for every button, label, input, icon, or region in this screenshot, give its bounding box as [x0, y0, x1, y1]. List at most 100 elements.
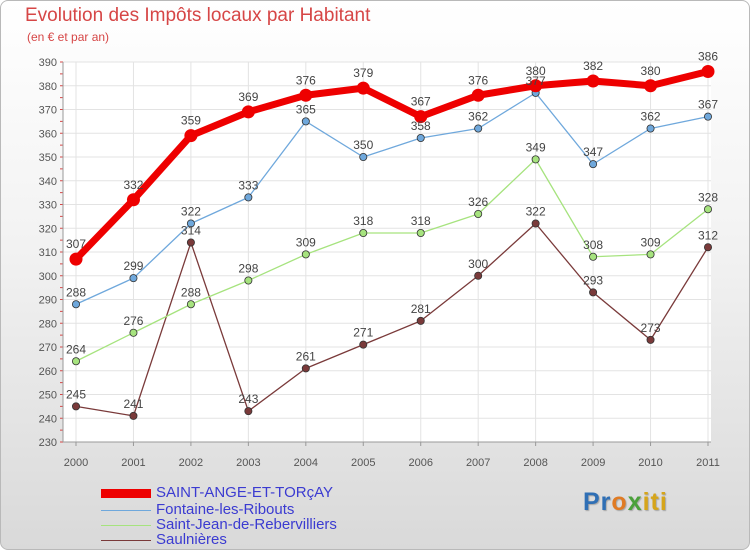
series-line-2: [75, 92, 709, 305]
data-label: 367: [698, 98, 718, 112]
data-label: 281: [411, 302, 431, 316]
data-label: 312: [698, 228, 718, 242]
data-point: [704, 243, 713, 252]
data-label: 243: [238, 392, 258, 406]
data-point: [129, 274, 138, 283]
data-label: 298: [238, 262, 258, 276]
data-point: [129, 411, 138, 420]
data-point: [72, 357, 81, 366]
x-tick-label: 2006: [408, 457, 432, 469]
data-point: [704, 112, 713, 121]
data-point: [184, 129, 198, 143]
data-point: [589, 252, 598, 261]
data-point: [186, 238, 195, 247]
data-label: 386: [698, 50, 718, 64]
data-point: [416, 228, 425, 237]
y-tick-label: 280: [39, 318, 57, 330]
data-label: 382: [583, 59, 603, 73]
y-tick-label: 270: [39, 342, 57, 354]
data-point: [186, 219, 195, 228]
data-point: [474, 271, 483, 280]
data-point: [301, 250, 310, 259]
data-label: 245: [66, 387, 86, 401]
data-point: [474, 209, 483, 218]
series-line-1: [72, 68, 712, 263]
data-label: 347: [583, 145, 603, 159]
legend-swatch-4: [101, 540, 151, 541]
data-point: [356, 81, 370, 95]
data-point: [416, 316, 425, 325]
data-point: [72, 402, 81, 411]
legend-label-2: Fontaine-les-Ribouts: [156, 501, 295, 518]
data-label: 332: [123, 178, 143, 192]
data-label: 376: [468, 73, 488, 87]
data-label: 362: [641, 110, 661, 124]
data-point: [244, 276, 253, 285]
x-tick-label: 2004: [294, 457, 318, 469]
data-point: [474, 124, 483, 133]
data-point: [126, 193, 140, 207]
x-tick-label: 2002: [179, 457, 203, 469]
chart-title: Evolution des Impôts locaux par Habitant: [25, 5, 371, 26]
y-tick-label: 340: [39, 176, 57, 188]
data-label: 365: [296, 102, 316, 116]
grid: [63, 61, 711, 443]
data-point: [646, 124, 655, 133]
data-label: 276: [123, 314, 143, 328]
data-point: [471, 88, 485, 102]
data-point: [531, 155, 540, 164]
data-point: [704, 205, 713, 214]
data-label: 314: [181, 224, 201, 238]
data-point: [129, 328, 138, 337]
data-label: 322: [526, 205, 546, 219]
data-point: [589, 160, 598, 169]
legend-swatch-2: [101, 510, 151, 511]
y-tick-label: 250: [39, 390, 57, 402]
data-point: [359, 152, 368, 161]
data-point: [359, 228, 368, 237]
data-point: [301, 364, 310, 373]
x-tick-label: 2009: [581, 457, 605, 469]
x-tick-label: 2008: [523, 457, 547, 469]
data-point: [69, 252, 83, 266]
data-point: [186, 300, 195, 309]
data-label: 349: [526, 140, 546, 154]
data-label: 300: [468, 257, 488, 271]
data-label: 293: [583, 273, 603, 287]
data-point: [416, 133, 425, 142]
data-label: 288: [181, 285, 201, 299]
data-label: 380: [526, 64, 546, 78]
legend-swatch-3: [101, 525, 151, 526]
data-label: 309: [641, 235, 661, 249]
data-label: 299: [123, 259, 143, 273]
legend-label-4: Saulnières: [156, 531, 227, 548]
data-point: [241, 105, 255, 119]
data-label: 261: [296, 349, 316, 363]
data-point: [72, 300, 81, 309]
y-tick-label: 310: [39, 247, 57, 259]
data-label: 380: [641, 64, 661, 78]
data-label: 318: [411, 214, 431, 228]
x-tick-label: 2001: [121, 457, 145, 469]
x-tick-label: 2000: [64, 457, 88, 469]
data-label: 308: [583, 238, 603, 252]
x-tick-label: 2003: [236, 457, 260, 469]
data-label: 328: [698, 190, 718, 204]
data-label: 333: [238, 178, 258, 192]
data-label: 322: [181, 205, 201, 219]
y-tick-label: 260: [39, 366, 57, 378]
y-tick-label: 380: [39, 81, 57, 93]
data-point: [359, 340, 368, 349]
x-tick-label: 2007: [466, 457, 490, 469]
x-tick-label: 2005: [351, 457, 375, 469]
legend-swatch-1: [101, 489, 151, 498]
y-tick-label: 390: [39, 57, 57, 69]
series-line-4: [75, 222, 709, 417]
data-point: [299, 88, 313, 102]
data-label: 359: [181, 114, 201, 128]
data-point: [244, 407, 253, 416]
y-tick-label: 230: [39, 437, 57, 449]
y-tick-label: 360: [39, 128, 57, 140]
legend-label-1: SAINT-ANGE-ET-TORçAY: [156, 484, 333, 501]
